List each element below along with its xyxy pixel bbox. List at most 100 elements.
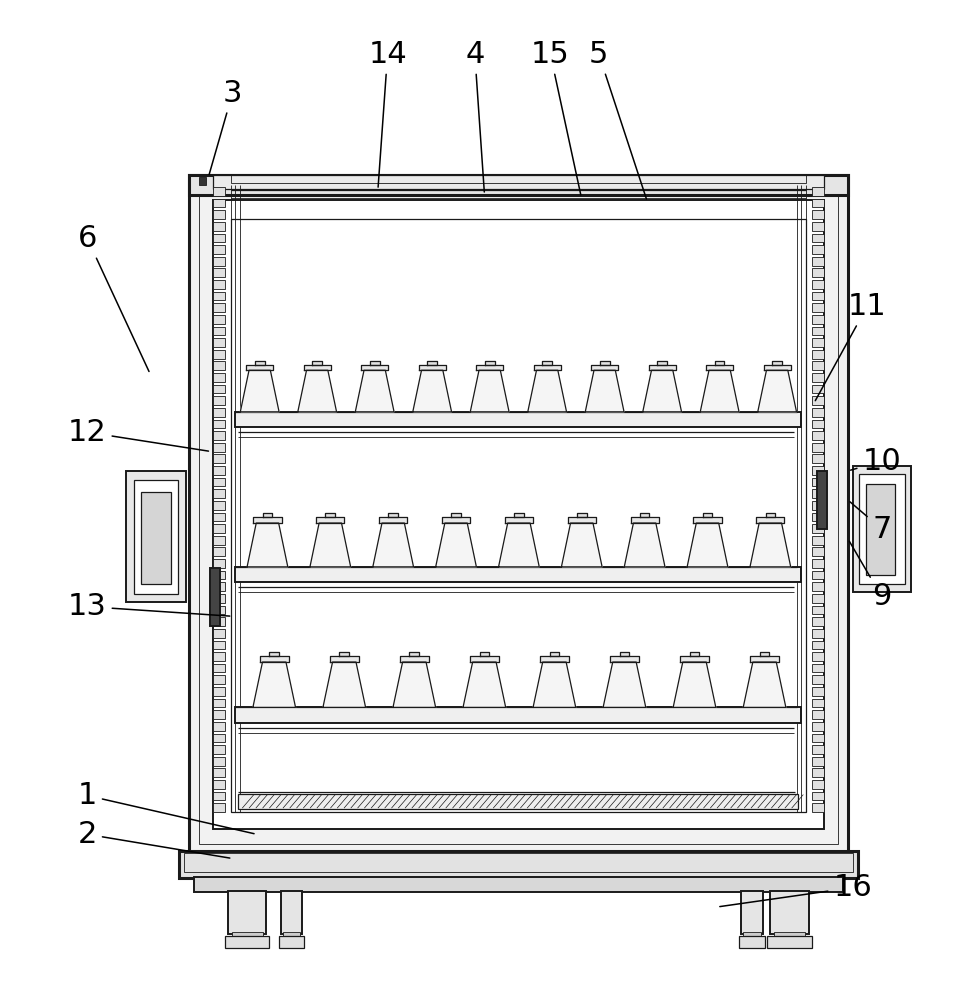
Bar — [812, 617, 824, 626]
Bar — [812, 268, 824, 277]
Polygon shape — [399, 656, 429, 662]
Bar — [213, 617, 225, 626]
Polygon shape — [246, 365, 273, 370]
Bar — [812, 687, 824, 696]
Bar — [189, 175, 848, 854]
Bar — [213, 454, 225, 463]
Bar — [213, 629, 225, 638]
Text: 9: 9 — [849, 541, 891, 611]
Bar — [213, 280, 225, 289]
Bar — [812, 780, 824, 789]
Bar — [739, 936, 765, 948]
Polygon shape — [743, 662, 786, 707]
Bar — [812, 292, 824, 300]
Bar — [812, 431, 824, 440]
Polygon shape — [310, 523, 351, 567]
Polygon shape — [610, 656, 640, 662]
Bar — [812, 641, 824, 649]
Bar — [812, 675, 824, 684]
Bar — [213, 768, 225, 777]
Bar — [213, 478, 225, 486]
Polygon shape — [240, 370, 279, 412]
Bar — [235, 412, 801, 427]
Polygon shape — [476, 365, 503, 370]
Polygon shape — [463, 662, 506, 707]
Polygon shape — [379, 517, 407, 523]
Bar — [199, 177, 206, 185]
Bar — [741, 891, 763, 934]
Bar — [812, 757, 824, 766]
Bar — [213, 652, 225, 661]
Bar — [213, 234, 225, 242]
Polygon shape — [297, 370, 336, 412]
Bar — [812, 210, 824, 219]
Polygon shape — [470, 370, 509, 412]
Polygon shape — [533, 662, 576, 707]
Polygon shape — [528, 370, 567, 412]
Polygon shape — [758, 370, 797, 412]
Text: 12: 12 — [68, 418, 208, 451]
Polygon shape — [514, 513, 523, 517]
Bar — [213, 175, 824, 189]
Bar — [812, 571, 824, 579]
Polygon shape — [603, 662, 645, 707]
Bar — [812, 582, 824, 591]
Bar — [812, 547, 824, 556]
Bar — [812, 734, 824, 742]
Bar — [225, 936, 269, 948]
Polygon shape — [760, 652, 769, 656]
Bar — [179, 851, 858, 878]
Bar — [812, 501, 824, 510]
Bar — [213, 245, 225, 254]
Bar — [812, 443, 824, 452]
Bar — [743, 932, 761, 938]
Polygon shape — [247, 523, 288, 567]
Bar — [812, 478, 824, 486]
Bar — [210, 568, 220, 626]
Polygon shape — [427, 361, 437, 365]
Bar — [213, 431, 225, 440]
Bar — [231, 219, 806, 812]
Bar — [859, 474, 905, 584]
Bar — [213, 757, 225, 766]
Bar — [767, 936, 812, 948]
Bar — [213, 396, 225, 405]
Bar — [213, 199, 225, 207]
Bar — [213, 466, 225, 475]
Bar — [235, 567, 801, 582]
Polygon shape — [339, 652, 349, 656]
Bar — [774, 932, 805, 938]
Bar — [213, 385, 225, 393]
Polygon shape — [764, 365, 791, 370]
Bar — [213, 327, 225, 335]
Polygon shape — [561, 523, 602, 567]
Bar — [279, 936, 304, 948]
Bar — [812, 303, 824, 312]
Polygon shape — [452, 513, 461, 517]
Text: 16: 16 — [720, 873, 872, 907]
Bar — [213, 547, 225, 556]
Text: 7: 7 — [850, 502, 891, 544]
Bar — [213, 489, 225, 498]
Text: 2: 2 — [78, 820, 230, 858]
Text: 11: 11 — [815, 292, 887, 401]
Bar — [812, 722, 824, 731]
Bar — [213, 187, 225, 196]
Bar — [213, 710, 225, 719]
Bar — [141, 492, 171, 584]
Bar — [812, 280, 824, 289]
Polygon shape — [410, 652, 420, 656]
Bar — [213, 315, 225, 324]
Polygon shape — [419, 365, 446, 370]
Bar — [812, 408, 824, 417]
Bar — [283, 932, 300, 938]
Bar — [189, 175, 848, 195]
Bar — [812, 792, 824, 800]
Polygon shape — [361, 365, 389, 370]
Polygon shape — [543, 361, 552, 365]
Text: 6: 6 — [78, 224, 149, 372]
Polygon shape — [260, 656, 289, 662]
Bar — [812, 559, 824, 568]
Polygon shape — [577, 513, 586, 517]
Bar — [812, 222, 824, 231]
